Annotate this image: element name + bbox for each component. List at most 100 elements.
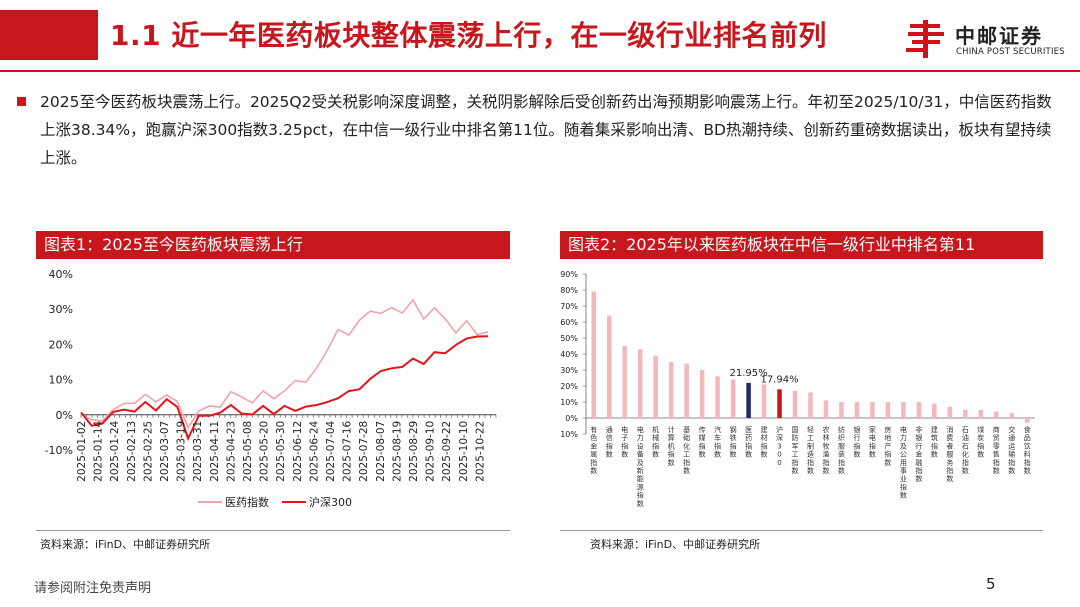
x-tick-label: 2025-10-10 <box>458 421 470 482</box>
chart2-heading: 图表2：2025年以来医药板块在中信一级行业中排名第11 <box>560 231 1043 259</box>
category-label: 建筑指数 <box>931 425 938 459</box>
bar <box>777 389 782 418</box>
bar <box>761 384 767 418</box>
category-label: 医药指数 <box>745 426 752 459</box>
bar <box>870 402 875 418</box>
bar <box>823 400 829 418</box>
category-label: 食品饮料指数 <box>1024 425 1031 475</box>
category-label: 通信指数 <box>606 425 613 459</box>
y-tick-label: 70% <box>560 302 578 311</box>
y-tick-label: 20% <box>560 382 578 391</box>
bar <box>653 355 658 418</box>
x-tick-label: 2025-10-22 <box>474 421 486 482</box>
logo-text-en: CHINA POST SECURITIES <box>956 47 1065 57</box>
bar <box>622 346 627 418</box>
bar <box>808 392 813 418</box>
bar-value-label: 21.95% <box>729 368 767 379</box>
x-tick-label: 2025-05-30 <box>275 421 287 482</box>
category-label: 电子指数 <box>621 425 628 459</box>
x-tick-label: 2025-03-07 <box>159 421 171 482</box>
bar <box>591 291 596 418</box>
x-tick-label: 2025-03-19 <box>176 421 188 482</box>
bar <box>715 376 720 418</box>
y-tick-label: 60% <box>560 318 578 327</box>
chart2-bar-chart: 90% 80% 70% 60% 50% 40% 30% 20% 10% 0% -10% 21.95%… <box>560 270 1035 508</box>
x-tick-label: 2025-02-13 <box>126 421 138 482</box>
legend-label-pharma: 医药指数 <box>225 495 269 509</box>
y-tick-label: -10% <box>560 430 578 439</box>
x-tick-label: 2025-08-29 <box>408 421 420 482</box>
y-tick-label: 50% <box>560 334 578 343</box>
chart1-source: 资料来源：iFinD、中邮证券研究所 <box>40 538 211 551</box>
y-tick-label: 80% <box>560 286 578 295</box>
x-tick-label: 2025-09-10 <box>425 421 437 482</box>
company-logo <box>906 20 944 58</box>
bar <box>963 410 968 418</box>
y-tick-label: 40% <box>49 268 73 281</box>
x-tick-label: 2025-04-11 <box>209 421 221 482</box>
bar <box>932 403 937 418</box>
category-label: 非银行金融指数 <box>915 425 922 483</box>
bar <box>854 402 860 418</box>
accent-bar <box>0 10 98 60</box>
summary-text: 2025至今医药板块震荡上行。2025Q2受关税影响深度调整，关税阴影解除后受创… <box>40 93 1052 167</box>
series-line-csi300 <box>80 335 489 442</box>
category-label: 基础化工指数 <box>683 425 690 475</box>
x-tick-label: 2025-09-22 <box>441 421 453 482</box>
y-tick-label: 0% <box>565 414 578 423</box>
x-tick-label: 2025-05-08 <box>242 421 254 482</box>
bar-value-label: 17.94% <box>760 374 798 385</box>
bar <box>885 402 891 418</box>
x-tick-label: 2025-07-28 <box>358 421 370 482</box>
category-label: 农林牧渔指数 <box>822 425 829 475</box>
bar <box>606 315 612 418</box>
x-tick-label: 2025-06-24 <box>308 420 320 481</box>
y-tick-label: 90% <box>560 270 578 279</box>
chart1-line-chart: 40% 30% 20% 10% 0% -10% 2025-01-02 2025-01-14 2… <box>45 268 497 509</box>
category-label: 商贸零售指数 <box>993 425 1000 475</box>
legend-label-csi300: 沪深300 <box>309 495 352 509</box>
x-tick-label: 2025-05-20 <box>259 421 271 482</box>
category-label: 家电指数 <box>869 425 876 459</box>
x-tick-label: 2025-08-07 <box>375 421 387 482</box>
bullet-square-icon <box>17 97 26 106</box>
bar <box>994 411 999 418</box>
category-label: 银行指数 <box>853 425 860 459</box>
bar <box>730 379 736 418</box>
x-tick-label: 2025-01-14 <box>93 420 105 481</box>
x-tick-label: 2025-08-19 <box>391 421 403 482</box>
bar <box>1025 418 1030 423</box>
category-label: 电力设备及新能源指数 <box>637 425 644 508</box>
category-label: 轻工制造指数 <box>807 425 814 475</box>
category-label: 国防军工指数 <box>792 426 799 475</box>
chart1-heading: 图表1：2025至今医药板块震荡上行 <box>36 231 510 259</box>
x-tick-label: 2025-04-23 <box>225 421 237 482</box>
header-divider <box>0 70 1080 72</box>
category-label: 传媒指数 <box>699 425 706 459</box>
x-tick-label: 2025-01-24 <box>109 420 121 481</box>
y-tick-label: -10% <box>45 444 73 457</box>
bar <box>839 402 844 418</box>
chart2-source: 资料来源：iFinD、中邮证券研究所 <box>590 538 761 551</box>
logo-mark-icon <box>906 20 944 58</box>
x-tick-label: 2025-06-12 <box>292 421 304 482</box>
bar <box>978 410 984 418</box>
x-tick-label: 2025-02-25 <box>142 421 154 482</box>
y-tick-label: 30% <box>560 366 578 375</box>
y-tick-label: 10% <box>560 398 578 407</box>
disclaimer: 请参阅附注免责声明 <box>34 581 152 596</box>
y-tick-label: 20% <box>49 338 73 351</box>
bar <box>901 402 906 418</box>
category-label: 建材指数 <box>761 425 768 459</box>
category-label: 交通运输指数 <box>1008 425 1015 475</box>
bar <box>684 363 689 418</box>
page-number: 5 <box>986 575 996 593</box>
series-line-pharma <box>80 298 489 430</box>
x-tick-label: 2025-03-31 <box>192 421 204 482</box>
category-label: 纺织服装指数 <box>838 425 845 475</box>
bar <box>699 370 705 418</box>
chart2-source-divider <box>560 530 1043 531</box>
category-label: 房地产指数 <box>884 425 891 467</box>
x-tick-label: 2025-01-02 <box>76 421 88 482</box>
bar <box>916 402 922 418</box>
